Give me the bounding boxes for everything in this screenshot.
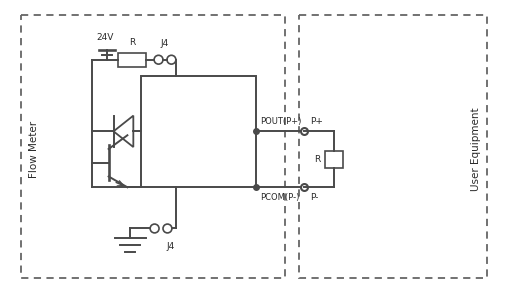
Text: J4: J4 [167,242,175,251]
Text: User Equipment: User Equipment [470,107,480,191]
Text: R: R [129,38,135,47]
Text: R: R [314,155,320,164]
Text: J4: J4 [161,39,169,48]
Text: P-: P- [310,193,318,201]
Text: PCOM(P-): PCOM(P-) [260,193,298,201]
Text: P+: P+ [310,117,323,126]
Text: 24V: 24V [96,33,113,42]
Text: Flow Meter: Flow Meter [29,120,39,178]
Text: POUT(P+): POUT(P+) [260,117,300,126]
Bar [141,76,256,187]
Bar [118,53,146,66]
Bar [325,151,342,168]
